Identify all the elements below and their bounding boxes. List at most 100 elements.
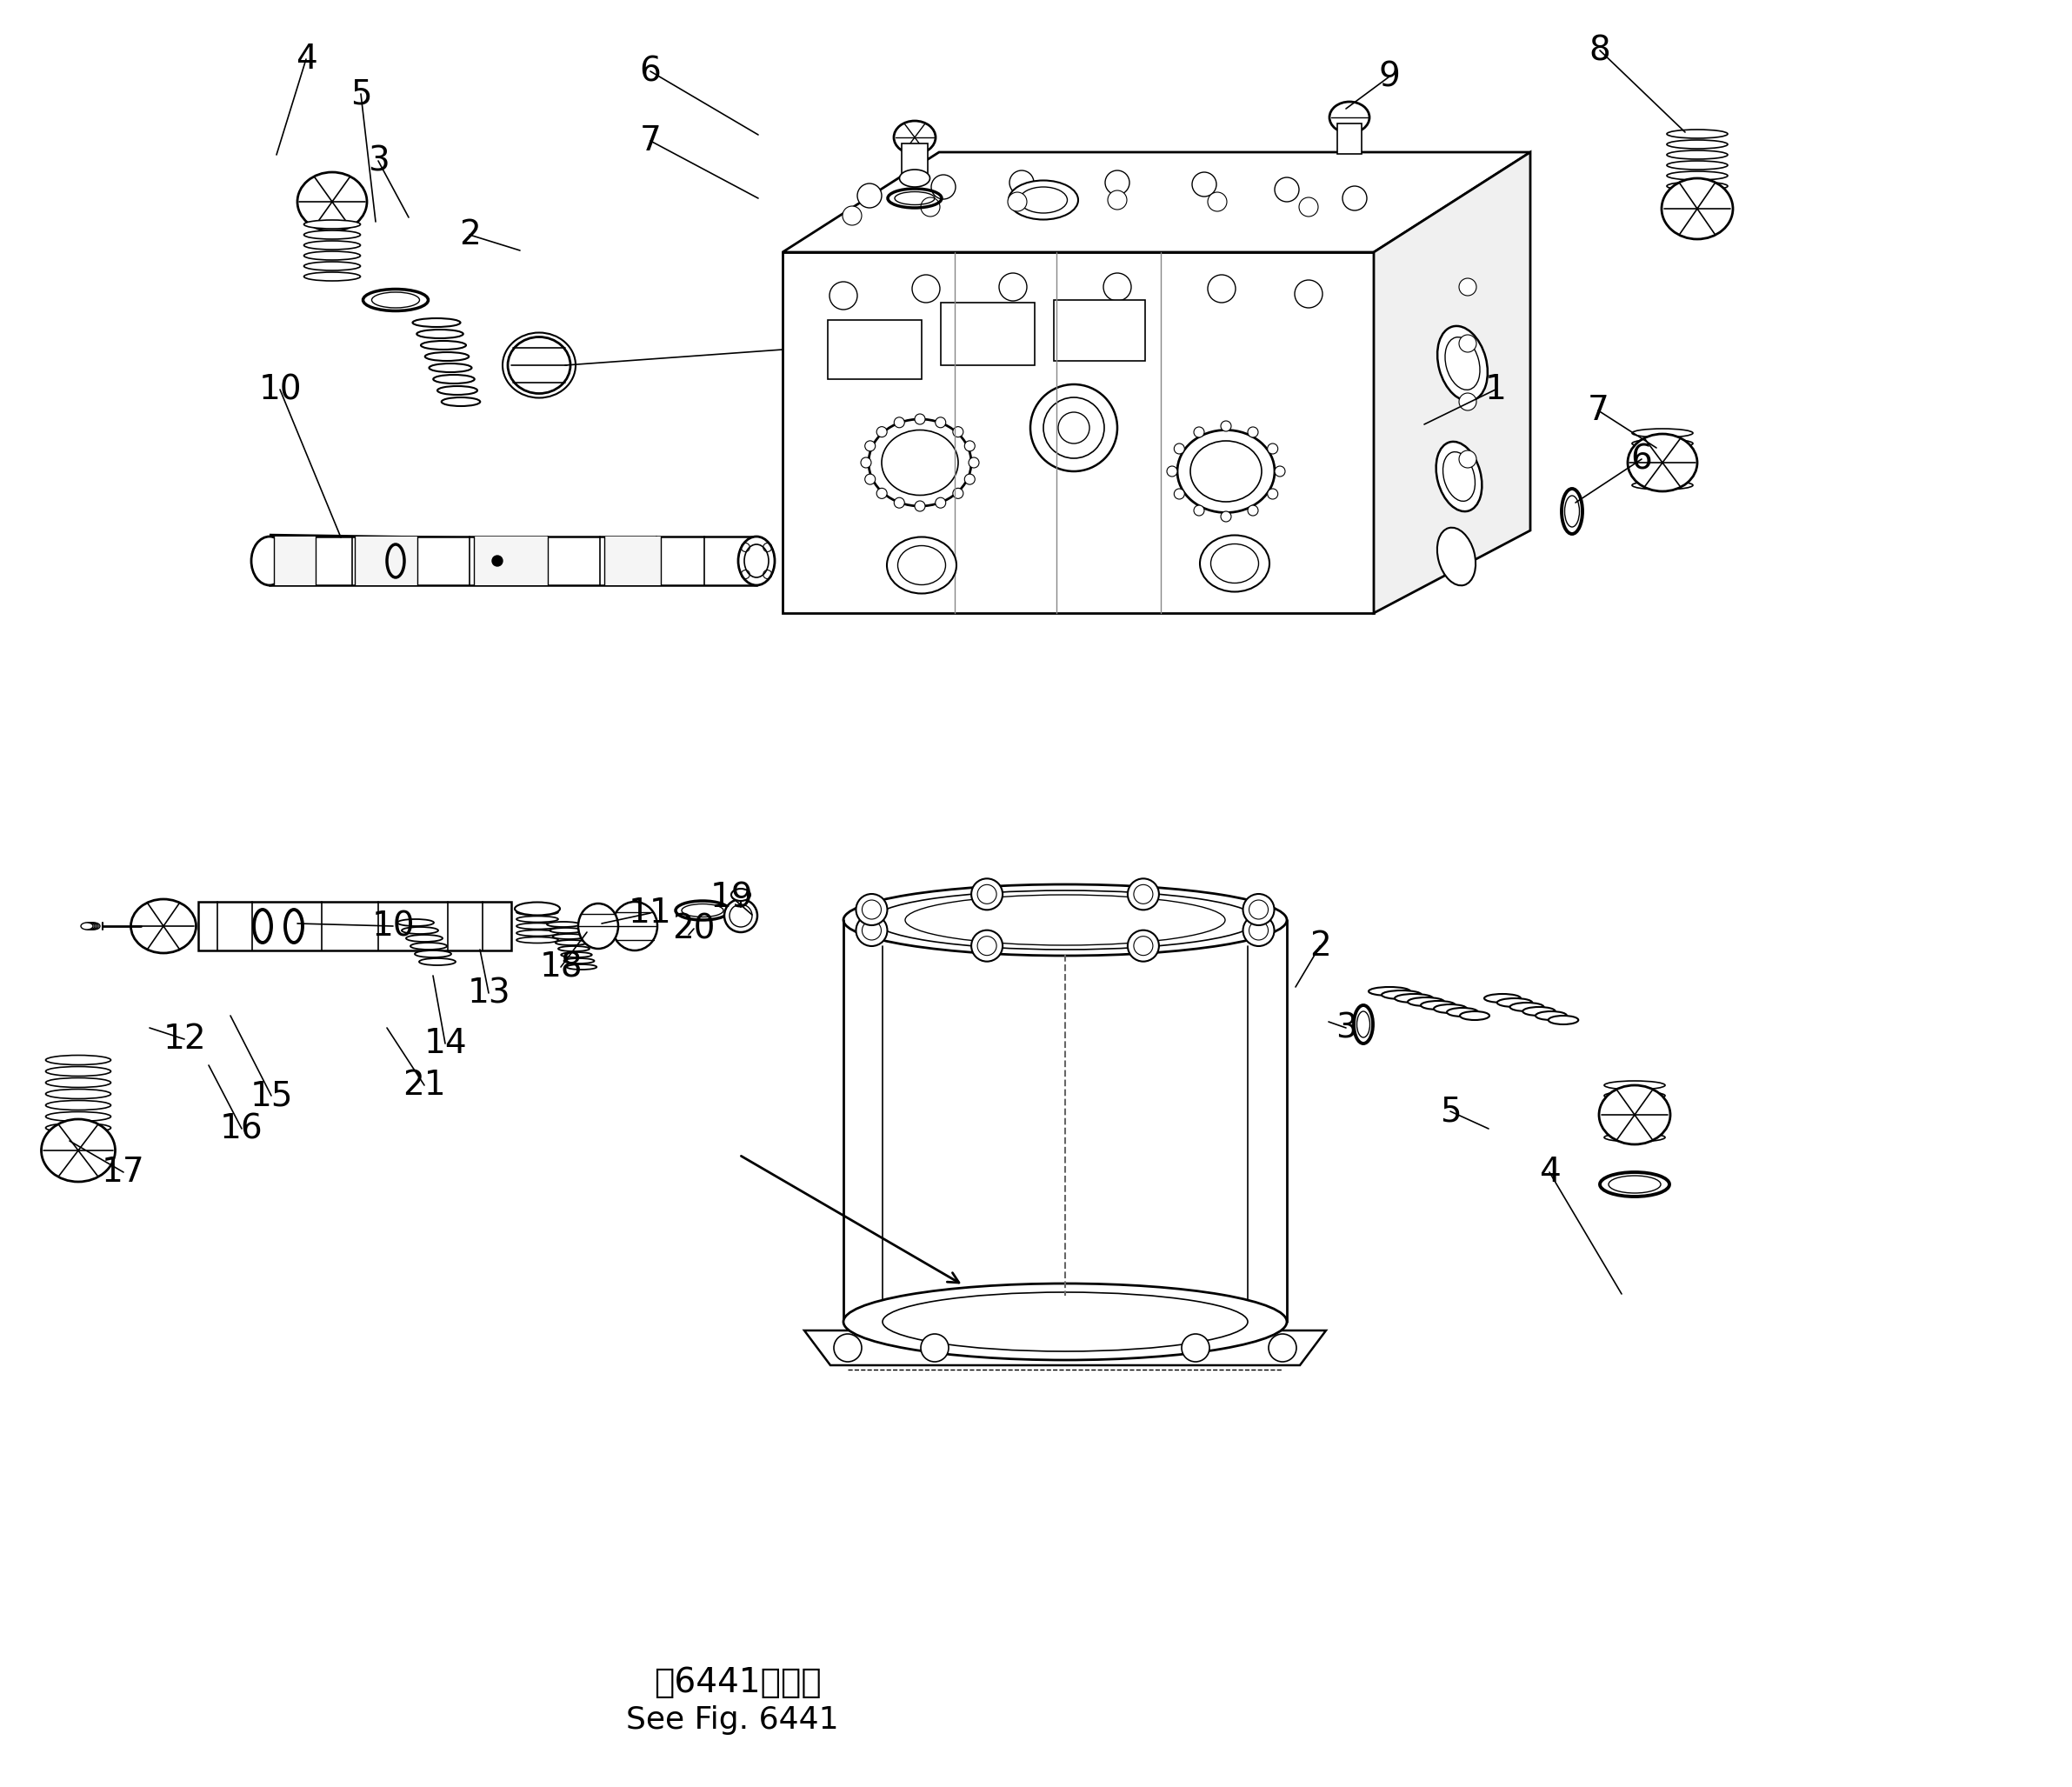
Circle shape	[914, 415, 924, 424]
Ellipse shape	[1548, 1015, 1579, 1024]
Circle shape	[1109, 191, 1127, 209]
Ellipse shape	[516, 929, 557, 936]
Ellipse shape	[883, 1292, 1247, 1351]
Ellipse shape	[251, 536, 288, 584]
Ellipse shape	[1604, 1092, 1666, 1101]
Ellipse shape	[1421, 1001, 1455, 1010]
Text: 2: 2	[458, 218, 481, 252]
Ellipse shape	[1177, 431, 1274, 513]
Ellipse shape	[85, 922, 97, 929]
Circle shape	[968, 457, 980, 468]
Ellipse shape	[1604, 1122, 1666, 1131]
Circle shape	[1343, 186, 1368, 211]
Circle shape	[953, 427, 963, 438]
Text: 3: 3	[367, 145, 390, 177]
Ellipse shape	[414, 951, 452, 958]
Circle shape	[1299, 197, 1318, 216]
Circle shape	[999, 273, 1028, 300]
Text: 3: 3	[1334, 1011, 1357, 1044]
Ellipse shape	[843, 885, 1287, 956]
Circle shape	[858, 184, 883, 207]
Bar	[354, 536, 416, 584]
Bar	[827, 320, 922, 379]
Ellipse shape	[555, 940, 586, 945]
Ellipse shape	[1666, 150, 1728, 159]
Ellipse shape	[46, 1067, 112, 1076]
Ellipse shape	[562, 952, 593, 958]
Text: 11: 11	[628, 897, 671, 929]
Circle shape	[860, 457, 870, 468]
Circle shape	[1268, 443, 1278, 454]
Bar	[269, 536, 756, 584]
Ellipse shape	[46, 1101, 112, 1110]
Ellipse shape	[872, 890, 1258, 949]
Circle shape	[1193, 427, 1204, 438]
Text: 1: 1	[1486, 373, 1506, 406]
Ellipse shape	[1382, 990, 1421, 999]
Text: 4: 4	[296, 43, 317, 75]
Ellipse shape	[1633, 450, 1693, 457]
Ellipse shape	[1189, 441, 1262, 502]
Circle shape	[963, 474, 976, 484]
Ellipse shape	[1633, 481, 1693, 490]
Circle shape	[1191, 172, 1216, 197]
Circle shape	[1247, 506, 1258, 516]
Ellipse shape	[514, 902, 559, 915]
Ellipse shape	[305, 241, 361, 250]
Circle shape	[934, 416, 945, 427]
Ellipse shape	[1436, 441, 1481, 511]
Ellipse shape	[738, 536, 775, 584]
Ellipse shape	[1535, 1011, 1566, 1020]
Circle shape	[1181, 1333, 1210, 1362]
Ellipse shape	[412, 318, 460, 327]
Ellipse shape	[1666, 130, 1728, 138]
Ellipse shape	[46, 1122, 112, 1133]
Ellipse shape	[81, 922, 93, 929]
Ellipse shape	[1446, 1008, 1477, 1017]
Ellipse shape	[1633, 429, 1693, 438]
Text: 16: 16	[220, 1112, 263, 1145]
Circle shape	[1459, 393, 1477, 411]
Polygon shape	[804, 1331, 1326, 1365]
Circle shape	[1247, 427, 1258, 438]
Text: 13: 13	[466, 976, 510, 1010]
Ellipse shape	[410, 942, 448, 949]
Ellipse shape	[564, 958, 595, 963]
Ellipse shape	[1633, 459, 1693, 468]
Ellipse shape	[1666, 161, 1728, 170]
Ellipse shape	[1666, 182, 1728, 191]
Ellipse shape	[305, 261, 361, 270]
Circle shape	[895, 497, 905, 508]
Text: 5: 5	[350, 77, 371, 111]
Ellipse shape	[566, 965, 597, 970]
Text: 7: 7	[640, 125, 661, 157]
Ellipse shape	[1662, 179, 1732, 239]
Ellipse shape	[899, 170, 930, 188]
Ellipse shape	[46, 1088, 112, 1099]
Circle shape	[1295, 281, 1322, 307]
Circle shape	[1167, 466, 1177, 477]
Ellipse shape	[611, 902, 657, 951]
Ellipse shape	[46, 1078, 112, 1088]
Ellipse shape	[298, 172, 367, 231]
Circle shape	[1459, 279, 1477, 295]
Ellipse shape	[433, 375, 474, 384]
Polygon shape	[783, 252, 1374, 613]
Ellipse shape	[1407, 997, 1444, 1006]
Ellipse shape	[1604, 1112, 1666, 1120]
Ellipse shape	[1438, 325, 1488, 400]
Ellipse shape	[87, 922, 97, 929]
Circle shape	[1007, 193, 1028, 211]
Circle shape	[833, 1333, 862, 1362]
Circle shape	[972, 879, 1003, 910]
Ellipse shape	[516, 917, 557, 922]
Ellipse shape	[1633, 470, 1693, 479]
Circle shape	[1175, 488, 1185, 499]
Ellipse shape	[883, 431, 957, 495]
Circle shape	[1220, 422, 1231, 431]
Ellipse shape	[305, 272, 361, 281]
Text: 第6441図参照: 第6441図参照	[653, 1665, 821, 1699]
Ellipse shape	[516, 910, 557, 915]
Circle shape	[1459, 450, 1477, 468]
Text: 6: 6	[1631, 443, 1651, 475]
